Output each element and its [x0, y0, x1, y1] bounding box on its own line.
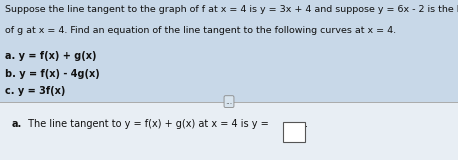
Text: a. y = f(x) + g(x): a. y = f(x) + g(x)	[5, 51, 97, 61]
Text: b. y = f(x) - 4g(x): b. y = f(x) - 4g(x)	[5, 69, 100, 79]
Text: of g at x = 4. Find an equation of the line tangent to the following curves at x: of g at x = 4. Find an equation of the l…	[5, 26, 397, 35]
FancyBboxPatch shape	[283, 122, 305, 142]
Text: a.: a.	[11, 119, 22, 129]
Text: c. y = 3f(x): c. y = 3f(x)	[5, 86, 66, 96]
Text: Suppose the line tangent to the graph of f at x = 4 is y = 3x + 4 and suppose y : Suppose the line tangent to the graph of…	[5, 5, 458, 14]
Bar	[0, 0, 458, 102]
Bar	[0, 102, 458, 160]
Text: The line tangent to y = f(x) + g(x) at x = 4 is y =: The line tangent to y = f(x) + g(x) at x…	[25, 119, 269, 129]
Text: .: .	[305, 119, 308, 129]
Text: ...: ...	[225, 97, 233, 106]
